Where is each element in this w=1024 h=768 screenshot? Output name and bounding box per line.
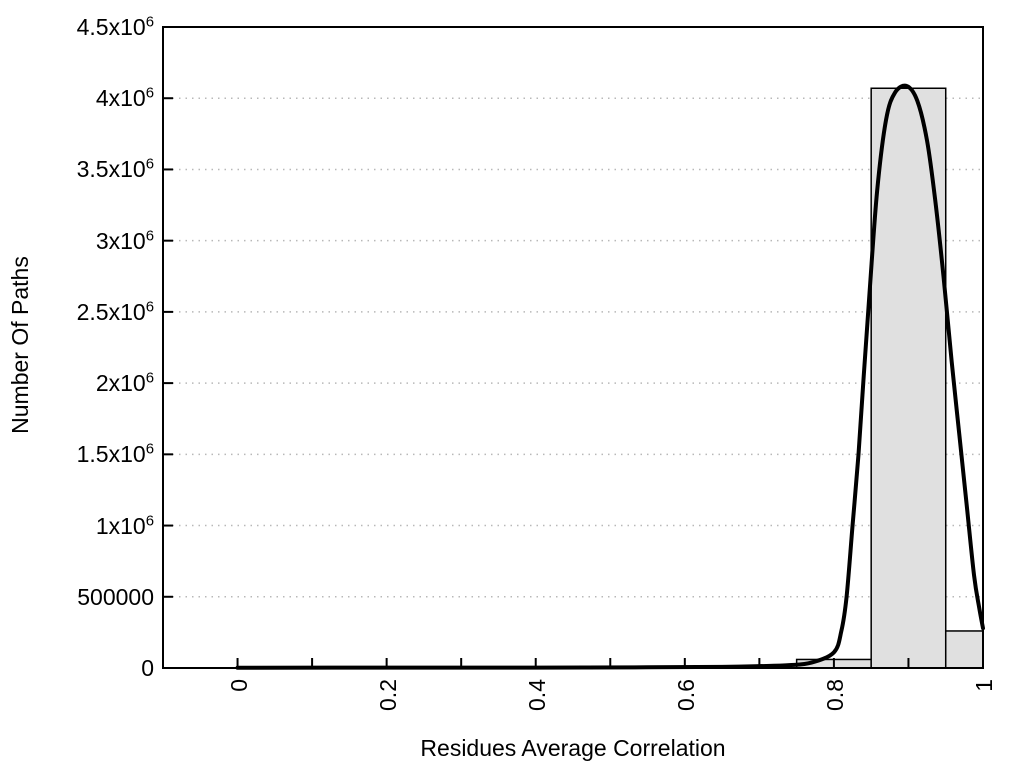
y-tick-label: 4.5x106: [76, 13, 154, 40]
y-tick-label: 500000: [77, 583, 154, 610]
y-tick-label: 0: [141, 655, 154, 681]
y-tick-label: 2x106: [95, 369, 154, 397]
plot-border: [162, 26, 984, 669]
y-tick-label: 3.5x106: [76, 155, 154, 183]
fit-curve: [235, 83, 985, 670]
x-tick-label: 0: [225, 679, 252, 692]
histogram-bar: [944, 630, 984, 669]
y-tick-label: 1.5x106: [76, 440, 154, 468]
y-tick-label: 2.5x106: [76, 298, 154, 325]
y-tick-label: 4x106: [95, 84, 154, 112]
histogram-bar: [870, 87, 947, 669]
y-axis-title: Number Of Paths: [7, 256, 33, 434]
x-tick-label: 1: [971, 679, 997, 692]
x-tick-label: 0.8: [821, 679, 848, 711]
y-tick-label: 3x106: [95, 227, 154, 254]
y-tick-label: 1x106: [95, 511, 154, 539]
x-axis-title: Residues Average Correlation: [420, 735, 726, 761]
